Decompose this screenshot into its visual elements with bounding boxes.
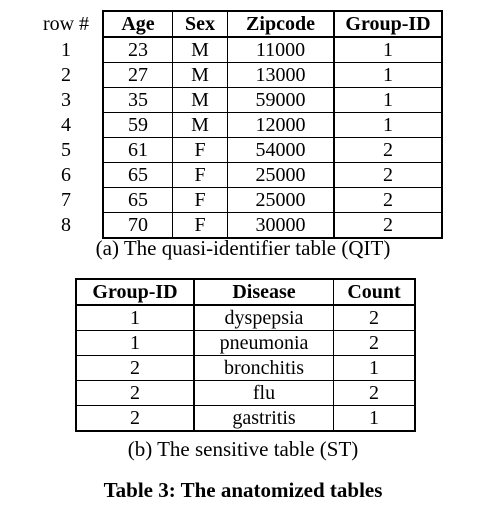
st-cell-count: 1 — [333, 405, 416, 432]
qit-cell-group-id: 2 — [333, 162, 443, 188]
qit-cell-zipcode: 12000 — [227, 112, 334, 138]
qit-cell-row-number: 2 — [61, 64, 71, 86]
st-table: Group-ID Disease Count 1 dyspepsia 2 1 p… — [75, 278, 416, 432]
qit-cell-group-id: 1 — [333, 112, 443, 138]
st-cell-disease: pneumonia — [193, 330, 334, 356]
st-table-row: 2 flu 2 — [75, 380, 416, 406]
st-cell-disease: gastritis — [193, 405, 334, 432]
qit-table-row: 7 65 F 25000 2 — [30, 187, 443, 213]
qit-header-age: Age — [102, 10, 173, 38]
qit-cell-age: 65 — [102, 187, 173, 213]
qit-table-row: 5 61 F 54000 2 — [30, 137, 443, 163]
qit-cell-sex: M — [172, 62, 228, 88]
qit-table-row: 2 27 M 13000 1 — [30, 62, 443, 88]
st-cell-count: 2 — [333, 330, 416, 356]
st-header-row: Group-ID Disease Count — [75, 278, 416, 306]
st-cell-count: 2 — [333, 305, 416, 331]
qit-cell-group-id: 1 — [333, 62, 443, 88]
qit-cell-zipcode: 30000 — [227, 212, 334, 239]
qit-cell-sex: F — [172, 162, 228, 188]
qit-cell-zipcode: 25000 — [227, 187, 334, 213]
st-table-row: 2 bronchitis 1 — [75, 355, 416, 381]
qit-cell-group-id: 2 — [333, 187, 443, 213]
qit-cell-zipcode: 11000 — [227, 37, 334, 63]
qit-cell-sex: F — [172, 212, 228, 239]
qit-cell-row-number: 7 — [61, 189, 71, 211]
qit-table-row: 8 70 F 30000 2 — [30, 212, 443, 239]
qit-table: row # Age Sex Zipcode Group-ID 1 23 M 11… — [30, 10, 443, 239]
qit-cell-row-number: 1 — [61, 38, 71, 61]
qit-cell-zipcode: 13000 — [227, 62, 334, 88]
qit-header-zipcode: Zipcode — [227, 10, 334, 38]
st-cell-disease: dyspepsia — [193, 305, 334, 331]
qit-cell-age: 59 — [102, 112, 173, 138]
st-table-row: 1 pneumonia 2 — [75, 330, 416, 356]
qit-table-row: 6 65 F 25000 2 — [30, 162, 443, 188]
st-caption: (b) The sensitive table (ST) — [127, 437, 359, 461]
qit-header-row-number: row # — [42, 13, 90, 35]
qit-cell-sex: F — [172, 137, 228, 163]
qit-cell-zipcode: 59000 — [227, 87, 334, 113]
st-header-disease: Disease — [193, 278, 334, 306]
st-cell-group-id: 2 — [75, 380, 194, 406]
qit-cell-age: 65 — [102, 162, 173, 188]
qit-cell-age: 35 — [102, 87, 173, 113]
st-table-row: 1 dyspepsia 2 — [75, 305, 416, 331]
qit-caption: (a) The quasi-identifier table (QIT) — [95, 236, 391, 260]
qit-cell-age: 23 — [102, 37, 173, 63]
st-cell-group-id: 2 — [75, 405, 194, 432]
qit-cell-sex: M — [172, 87, 228, 113]
qit-cell-zipcode: 25000 — [227, 162, 334, 188]
qit-cell-zipcode: 54000 — [227, 137, 334, 163]
qit-cell-age: 70 — [102, 212, 173, 239]
qit-cell-row-number: 6 — [61, 164, 71, 186]
st-header-group-id: Group-ID — [75, 278, 194, 306]
st-cell-count: 2 — [333, 380, 416, 406]
qit-cell-group-id: 2 — [333, 212, 443, 239]
qit-table-row: 1 23 M 11000 1 — [30, 37, 443, 63]
qit-header-group-id: Group-ID — [333, 10, 443, 38]
qit-cell-row-number: 4 — [61, 114, 71, 136]
st-cell-disease: flu — [193, 380, 334, 406]
qit-cell-age: 27 — [102, 62, 173, 88]
qit-header-sex: Sex — [172, 10, 228, 38]
st-cell-group-id: 2 — [75, 355, 194, 381]
qit-cell-row-number: 5 — [61, 139, 71, 161]
table-title: Table 3: The anatomized tables — [103, 478, 383, 502]
st-cell-group-id: 1 — [75, 330, 194, 356]
qit-cell-group-id: 2 — [333, 137, 443, 163]
st-cell-disease: bronchitis — [193, 355, 334, 381]
qit-cell-sex: F — [172, 187, 228, 213]
qit-cell-row-number: 8 — [61, 214, 71, 237]
qit-cell-sex: M — [172, 37, 228, 63]
qit-cell-group-id: 1 — [333, 37, 443, 63]
st-cell-count: 1 — [333, 355, 416, 381]
qit-header-row: row # Age Sex Zipcode Group-ID — [30, 10, 443, 38]
st-table-row: 2 gastritis 1 — [75, 405, 416, 432]
st-header-count: Count — [333, 278, 416, 306]
qit-cell-sex: M — [172, 112, 228, 138]
st-cell-group-id: 1 — [75, 305, 194, 331]
qit-cell-row-number: 3 — [61, 89, 71, 111]
qit-cell-group-id: 1 — [333, 87, 443, 113]
qit-cell-age: 61 — [102, 137, 173, 163]
qit-table-row: 4 59 M 12000 1 — [30, 112, 443, 138]
qit-table-row: 3 35 M 59000 1 — [30, 87, 443, 113]
